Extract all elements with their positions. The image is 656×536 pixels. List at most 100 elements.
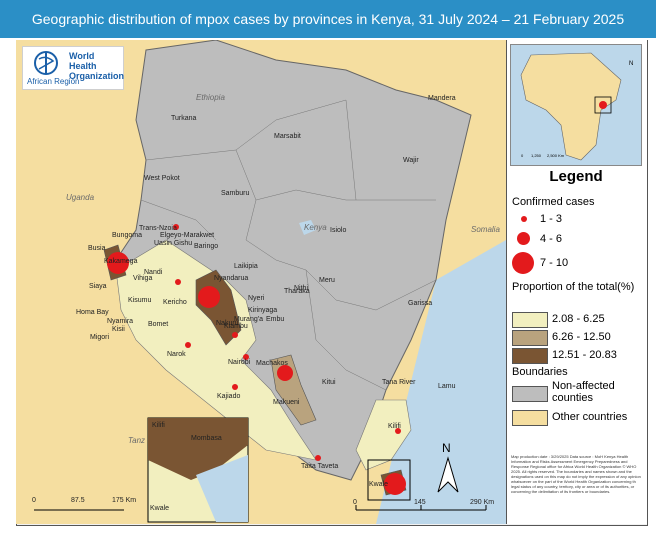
label-ethiopia: Ethiopia (196, 93, 225, 102)
label-embu: Embu (266, 316, 284, 323)
disclaimer: Map production date : 3/29/2025 Data sou… (511, 454, 641, 494)
label-samburu: Samburu (221, 190, 250, 197)
inset-scale-label-2: 2,500 Km (547, 153, 565, 158)
indian-ocean (376, 240, 506, 524)
legend-swatch-mid (512, 330, 548, 346)
case-dot-busia (107, 252, 129, 274)
label-kajiado: Kajiado (217, 393, 240, 400)
label-kitui: Kitui (322, 379, 336, 386)
label-nithi: Nithi (294, 285, 308, 292)
case-dot-narok (185, 342, 191, 348)
north-arrow-icon (437, 456, 459, 493)
case-dot-kilifi (395, 428, 401, 434)
legend-swatch-nonaffected (512, 386, 548, 402)
kenya-map-svg: Ethiopia Uganda Somalia Tanz Kenya Turka… (16, 40, 506, 524)
inset-label-mombasa: Mombasa (191, 435, 222, 442)
legend-case-3: 7 - 10 (540, 257, 569, 269)
who-name: World Health Organization (69, 51, 124, 81)
label-nyamira: Nyamira (107, 318, 133, 325)
label-narok: Narok (167, 351, 186, 358)
label-laikipia: Laikipia (234, 263, 258, 270)
label-kericho: Kericho (163, 299, 187, 306)
label-nairobi: Nairobi (228, 359, 251, 366)
who-logo: World Health Organization African Region (22, 46, 124, 90)
label-bungoma: Bungoma (112, 232, 142, 239)
legend-prop-2: 6.26 - 12.50 (552, 331, 611, 343)
label-somalia: Somalia (471, 225, 500, 234)
label-siaya: Siaya (89, 283, 107, 290)
inset-scale-label-0: 0 (521, 153, 524, 158)
legend-prop-3: 12.51 - 20.83 (552, 349, 617, 361)
label-kisumu: Kisumu (128, 297, 151, 304)
case-dot-nakuru (198, 286, 220, 308)
label-lake: Kenya (304, 223, 327, 232)
legend-dot-small (521, 216, 527, 222)
label-homa-bay: Homa Bay (76, 309, 109, 316)
inset-label-kwale: Kwale (150, 505, 169, 512)
who-emblem-icon (34, 51, 58, 75)
label-isiolo: Isiolo (330, 227, 346, 234)
legend-prop-1: 2.08 - 6.25 (552, 313, 605, 325)
label-garissa: Garissa (408, 300, 432, 307)
case-dot-uasin-gishu (173, 224, 179, 230)
inset-label-kilifi: Kilifi (152, 422, 165, 429)
inset-north-label: N (629, 61, 633, 67)
case-dot-mombasa (384, 473, 406, 495)
legend-dot-medium (517, 232, 530, 245)
label-makueni: Makueni (273, 399, 300, 406)
label-busia: Busia (88, 245, 106, 252)
label-marsabit: Marsabit (274, 133, 301, 140)
main-map: Ethiopia Uganda Somalia Tanz Kenya Turka… (16, 40, 506, 524)
label-kiambu: Kiambu (224, 323, 248, 330)
label-elgeyo-marakwet: Elgeyo-Marakwet (160, 232, 214, 239)
label-nyeri: Nyeri (248, 295, 265, 302)
inset-scale-87: 87.5 (71, 497, 85, 504)
legend-case-2: 4 - 6 (540, 233, 563, 245)
legend-boundaries-title: Boundaries (512, 366, 568, 378)
label-west-pokot: West Pokot (144, 175, 180, 182)
who-region: African Region (27, 77, 80, 86)
label-taita-taveta: Taita Taveta (301, 463, 338, 470)
africa-inset: 0 1,250 2,500 Km N (510, 44, 642, 166)
label-mandera: Mandera (428, 95, 456, 102)
label-turkana: Turkana (171, 115, 197, 122)
label-tana-river: Tana River (382, 379, 416, 386)
case-dot-makueni (277, 365, 293, 381)
label-kwale: Kwale (369, 481, 388, 488)
label-trans-nzoia: Trans-Nzoia (139, 225, 177, 232)
label-kakamega: Kakamega (104, 258, 138, 265)
label-kirinyaga: Kirinyaga (248, 307, 277, 314)
lake-kenya (299, 220, 316, 235)
affected-region-light (115, 239, 317, 461)
zoom-box (367, 459, 411, 501)
case-dot-taita-taveta (315, 455, 321, 461)
legend-title: Legend (549, 168, 603, 185)
label-bomet: Bomet (148, 321, 168, 328)
inset-scale-175: 175 Km (112, 497, 136, 504)
label-tharaka: Tharaka (284, 288, 310, 295)
legend-swatch-high (512, 348, 548, 364)
case-dot-kiambu (232, 332, 238, 338)
legend-boundary-1: Non-affected counties (552, 380, 615, 404)
map-title: Geographic distribution of mpox cases by… (0, 0, 656, 38)
legend-proportion-title: Proportion of the total(%) (512, 281, 635, 293)
label-machakos: Machakos (256, 360, 288, 367)
label-nakuru: Nakuru (216, 320, 239, 327)
legend-cases-title: Confirmed cases (512, 196, 595, 208)
label-nyandarua: Nyandarua (214, 275, 248, 282)
label-meru: Meru (319, 277, 335, 284)
case-dot-kericho (175, 279, 181, 285)
main-scale-0: 0 (353, 499, 357, 506)
inset-scale-label-1: 1,250 (531, 153, 542, 158)
label-uasin-gishu: Uasin Gishu (154, 240, 192, 247)
label-nandi: Nandi (144, 269, 163, 276)
case-dot-nairobi (243, 354, 249, 360)
mombasa-inset: Kilifi Mombasa Kwale (147, 417, 249, 523)
label-kilifi: Kilifi (388, 423, 401, 430)
label-migori: Migori (90, 334, 110, 341)
legend-case-1: 1 - 3 (540, 213, 563, 225)
label-vihiga: Vihiga (133, 275, 152, 282)
map-title-text: Geographic distribution of mpox cases by… (31, 11, 625, 27)
label-wajir: Wajir (403, 157, 419, 164)
legend-boundary-2: Other countries (552, 411, 628, 423)
